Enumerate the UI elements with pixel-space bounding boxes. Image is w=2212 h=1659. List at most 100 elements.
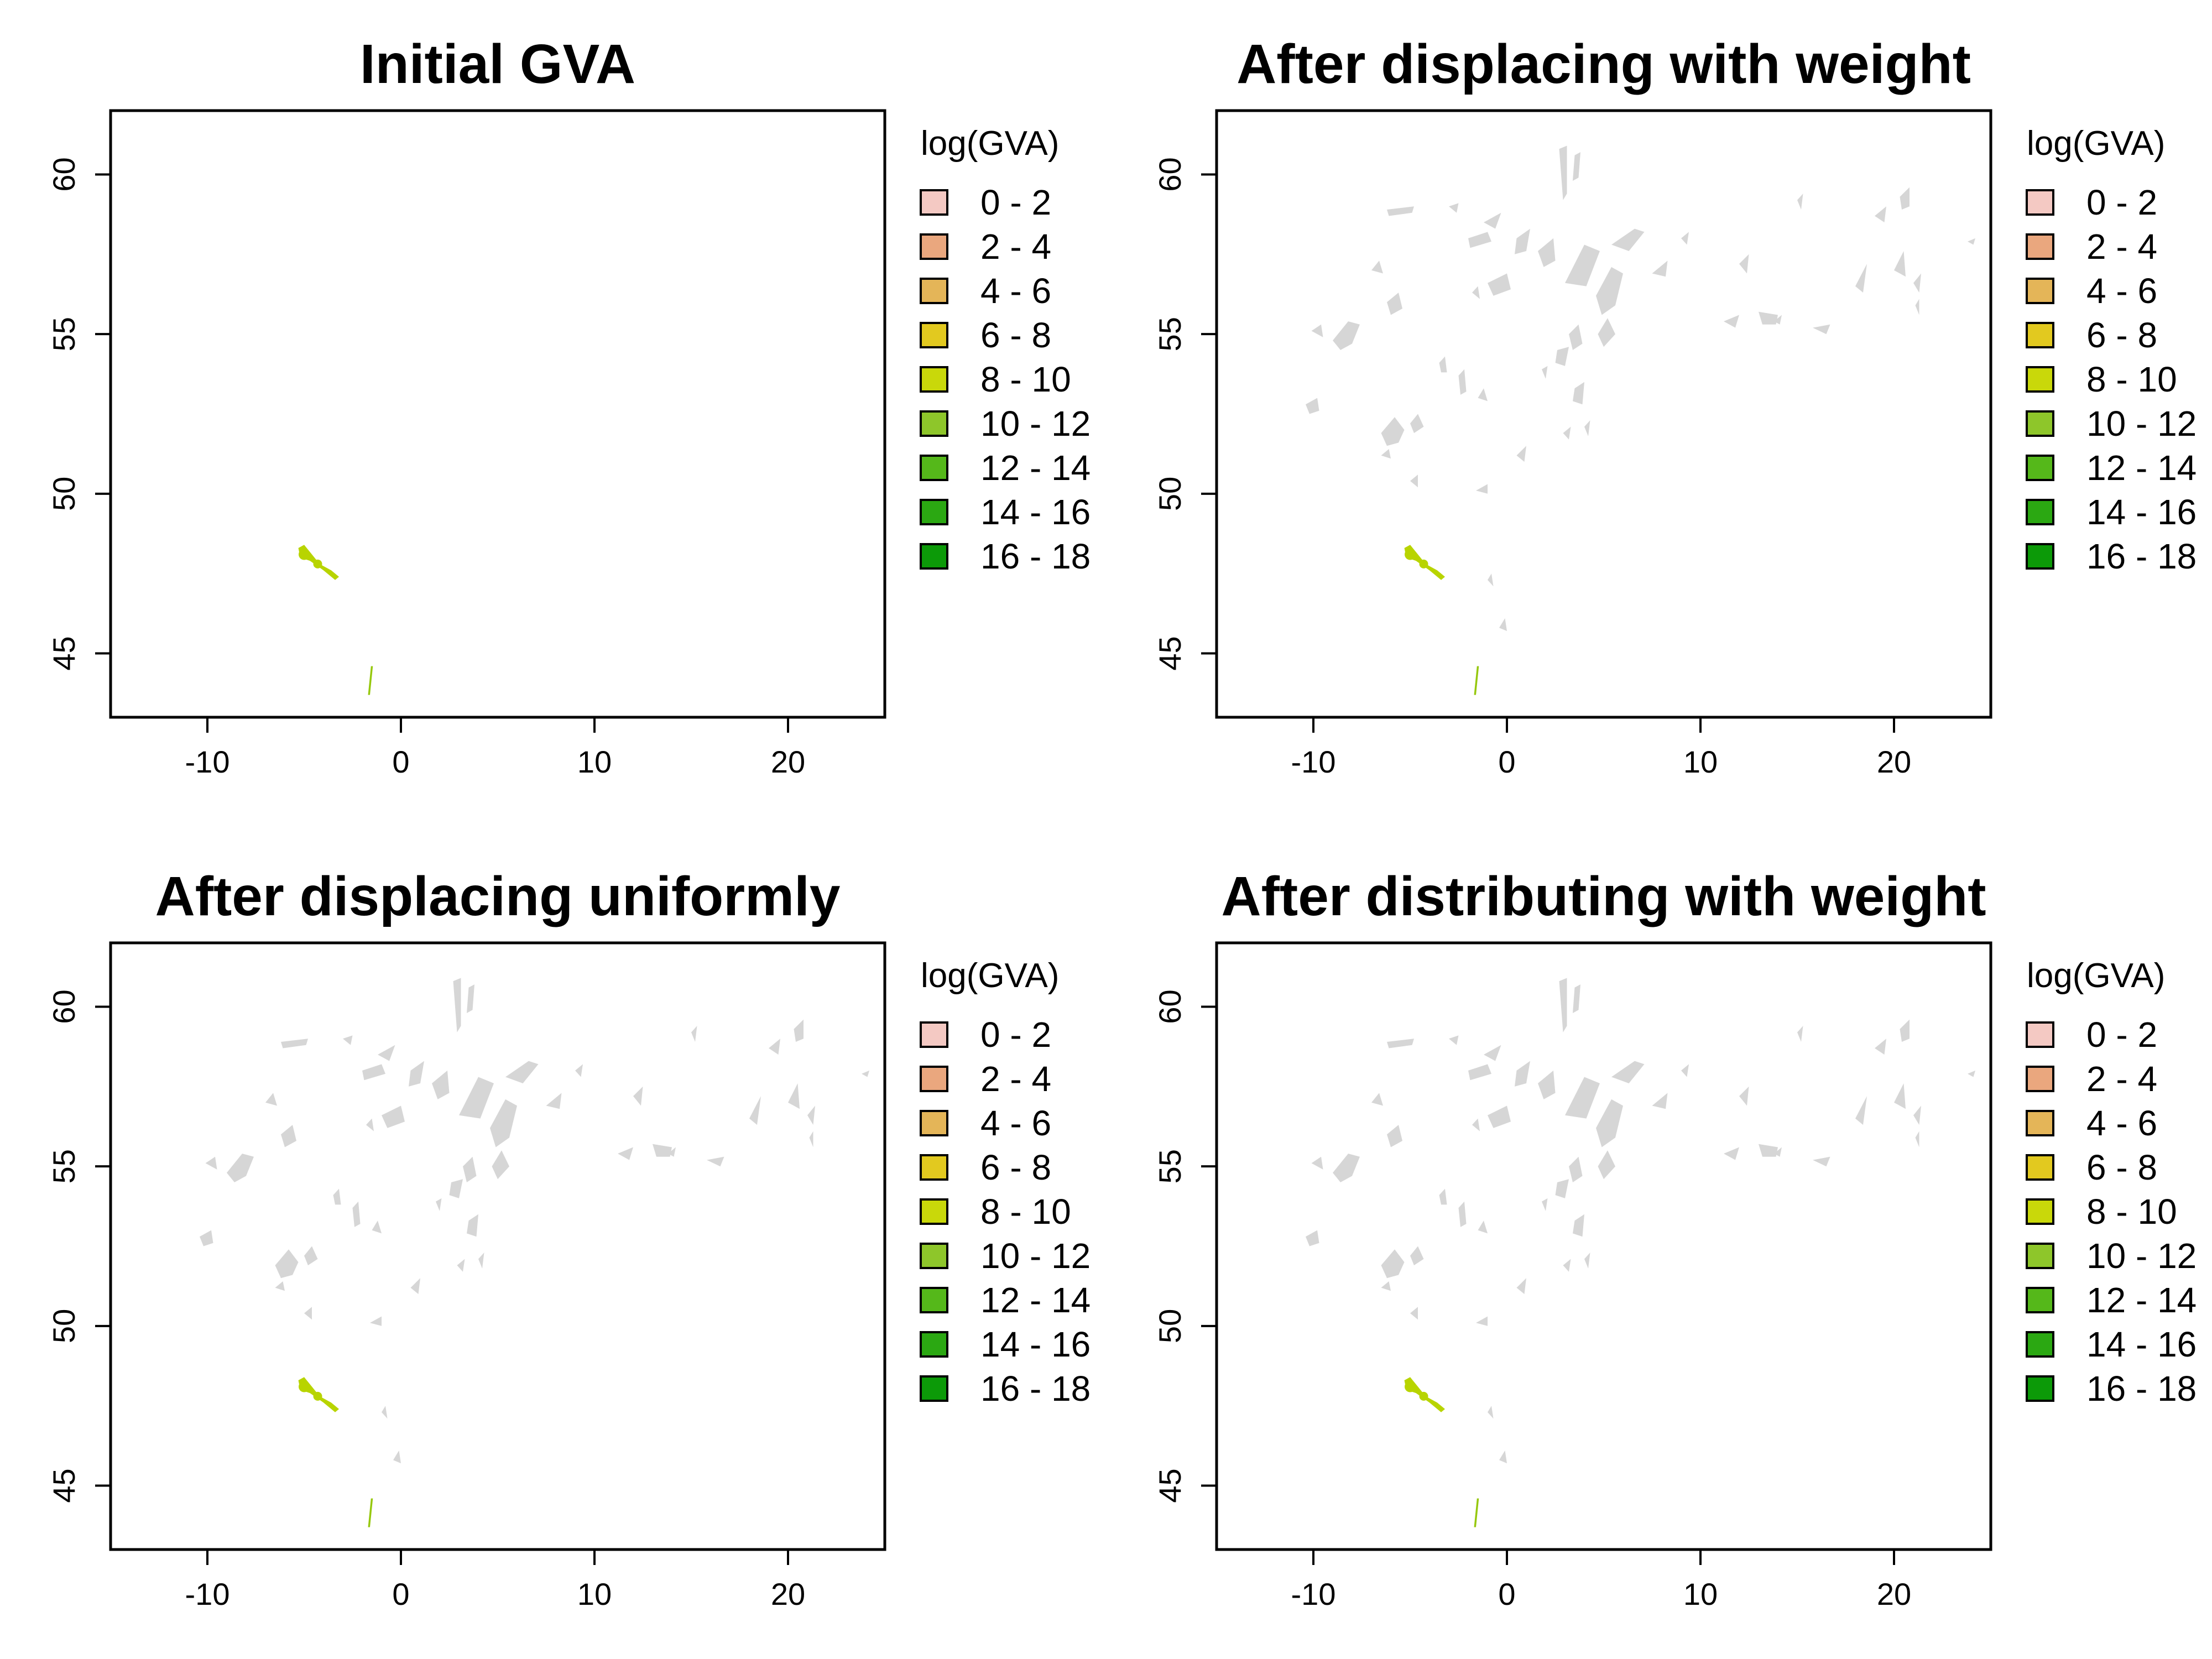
grey-region: [1311, 324, 1323, 337]
gva-region: [1474, 1498, 1479, 1527]
legend-swatch: [2026, 1287, 2054, 1313]
legend-swatch: [920, 322, 948, 348]
grey-region: [1478, 388, 1488, 401]
grey-region: [275, 1249, 299, 1279]
grey-region: [1538, 238, 1556, 267]
legend-label: 16 - 18: [2086, 536, 2197, 576]
legend-swatch: [920, 278, 948, 304]
grey-region: [1759, 1144, 1778, 1157]
legend-swatch: [2026, 1110, 2054, 1136]
grey-region: [1381, 1249, 1405, 1279]
grey-region: [1875, 1039, 1886, 1055]
grey-region: [1387, 206, 1414, 216]
y-tick-label: 45: [46, 1468, 81, 1503]
legend-swatch: [920, 1331, 948, 1358]
legend-swatch: [2026, 410, 2054, 437]
legend-label: 10 - 12: [2086, 1236, 2197, 1276]
grey-region: [1611, 228, 1645, 251]
panel-title: After displacing uniformly: [155, 865, 840, 927]
grey-region: [1476, 1316, 1488, 1326]
grey-region: [1410, 414, 1424, 434]
grey-region: [1797, 1026, 1803, 1042]
grey-region: [1484, 1045, 1501, 1061]
map-panel-2: After displacing with weight -10 0 10 20 45 50…: [1152, 33, 2197, 779]
grey-region: [1652, 1093, 1668, 1109]
grey-region: [304, 1246, 318, 1266]
grey-region: [749, 1096, 761, 1125]
x-tick-label: 20: [771, 1577, 805, 1611]
grey-region: [707, 1156, 724, 1167]
gva-region: [299, 549, 310, 560]
grey-region: [1913, 273, 1921, 293]
legend-swatch: [2026, 233, 2054, 260]
legend-swatch: [2026, 278, 2054, 304]
grey-region: [281, 1039, 308, 1048]
plot-frame: [1215, 109, 1992, 719]
grey-region: [200, 1230, 213, 1246]
legend-label: 4 - 6: [980, 1103, 1051, 1143]
grey-region: [1875, 206, 1886, 223]
legend-label: 0 - 2: [980, 1015, 1051, 1055]
legend-label: 10 - 12: [2086, 404, 2197, 444]
grey-region: [281, 1125, 296, 1147]
grey-region: [1681, 232, 1689, 245]
legend-swatch: [2026, 1243, 2054, 1269]
grey-region: [1555, 1179, 1569, 1198]
legend-label: 16 - 18: [980, 1369, 1091, 1408]
grey-region: [478, 1253, 484, 1269]
legend-swatch: [920, 1110, 948, 1136]
y-tick-label: 60: [1152, 989, 1187, 1024]
legend-swatch: [920, 366, 948, 393]
legend-label: 6 - 8: [980, 1147, 1051, 1187]
plot-frame: [109, 109, 886, 719]
legend-label: 0 - 2: [2086, 1015, 2157, 1055]
grey-region: [1813, 1156, 1830, 1167]
grey-region: [492, 1150, 509, 1180]
grey-region: [382, 1406, 388, 1419]
grey-region: [409, 1061, 424, 1087]
legend-label: 12 - 14: [980, 1280, 1091, 1320]
grey-region: [457, 1259, 465, 1272]
x-tick-label: 0: [392, 744, 409, 779]
grey-region: [807, 1105, 815, 1125]
panel-title: After distributing with weight: [1221, 865, 1986, 927]
grey-region: [1573, 1214, 1584, 1237]
legend-label: 4 - 6: [2086, 1103, 2157, 1143]
legend-label: 16 - 18: [2086, 1369, 2197, 1408]
grey-region: [1559, 978, 1567, 1032]
grey-region: [1410, 474, 1418, 488]
grey-region: [1306, 1230, 1319, 1246]
grey-region: [1381, 417, 1405, 446]
legend-title: log(GVA): [2027, 957, 2165, 995]
grey-region: [1555, 347, 1569, 366]
grey-region: [205, 1156, 217, 1170]
grey-region: [1759, 311, 1778, 325]
grey-region: [1410, 1307, 1418, 1320]
legend-label: 8 - 10: [2086, 359, 2177, 399]
grey-region: [1371, 260, 1383, 274]
grey-region: [1381, 1281, 1391, 1291]
grey-region: [1515, 1061, 1530, 1087]
legend-swatch: [920, 499, 948, 525]
grey-region: [1458, 369, 1467, 395]
grey-region: [1900, 1019, 1910, 1042]
grey-region: [343, 1035, 353, 1045]
grey-region: [1913, 1105, 1921, 1125]
grey-region: [1387, 1039, 1414, 1048]
grey-region: [1968, 1070, 1975, 1077]
grey-region: [1774, 315, 1782, 325]
grey-region: [1516, 446, 1526, 462]
grey-region: [1333, 321, 1360, 350]
grey-region: [490, 1099, 517, 1147]
grey-region: [1569, 324, 1583, 350]
grey-region: [1449, 203, 1459, 213]
grey-region: [1306, 398, 1319, 414]
x-tick-label: 0: [1498, 1577, 1515, 1611]
legend-swatch: [920, 1154, 948, 1181]
x-tick-label: -10: [1291, 744, 1336, 779]
grey-region: [1855, 264, 1867, 293]
legend-swatch: [2026, 543, 2054, 570]
